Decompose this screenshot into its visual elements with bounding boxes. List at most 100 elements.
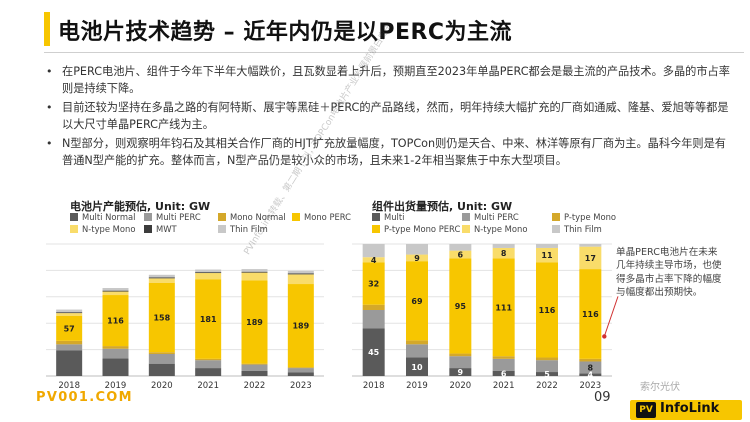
- data-label: 10: [411, 363, 423, 372]
- x-tick-label: 2018: [58, 381, 80, 391]
- x-tick-label: 2018: [363, 381, 385, 391]
- footer-url: PV001.COM: [36, 390, 133, 405]
- x-tick-label: 2022: [536, 381, 558, 391]
- title-divider: [44, 52, 744, 53]
- bar-segment: [449, 353, 472, 357]
- legend-label: N-type Mono: [82, 224, 136, 234]
- bar-segment: [579, 361, 602, 374]
- bar-segment: [102, 348, 129, 359]
- bar-segment: [102, 346, 129, 349]
- bar-segment: [492, 258, 515, 357]
- data-label: 116: [539, 306, 556, 315]
- data-label: 158: [153, 313, 170, 322]
- bar-segment: [362, 328, 385, 376]
- bar-segment: [56, 313, 83, 316]
- chart-left-capacity: 2018 57 2019 116 2020 158 2021 181 2022 189 2023 18…: [46, 243, 324, 391]
- bar-segment: [195, 358, 222, 361]
- bar-segment: [579, 373, 602, 376]
- bar-segment: [579, 358, 602, 362]
- bar-segment: [449, 250, 472, 259]
- bar-segment: [536, 357, 558, 361]
- data-label: 116: [582, 310, 599, 319]
- legend-item: Multi: [372, 212, 404, 222]
- bar-segment: [579, 269, 602, 359]
- page-number: 09: [594, 390, 611, 405]
- title-accent-bar: [44, 12, 50, 46]
- data-label: 111: [495, 303, 512, 312]
- title-bar: 电池片技术趋势 – 近年内仍是以PERC为主流: [0, 0, 750, 58]
- data-label: 32: [368, 280, 379, 289]
- x-tick-label: 2020: [151, 381, 173, 391]
- data-label: 45: [368, 348, 380, 357]
- bar-segment: [241, 272, 268, 281]
- bar-segment: [102, 288, 129, 291]
- legend-swatch: [144, 213, 152, 221]
- x-tick-label: 2019: [105, 381, 127, 391]
- legend-swatch: [218, 225, 226, 233]
- bar-segment: [536, 247, 558, 263]
- legend-item: Mono Normal: [218, 212, 286, 222]
- legend-item: Multi PERC: [462, 212, 519, 222]
- data-label: 17: [585, 254, 596, 263]
- legend-swatch: [372, 213, 380, 221]
- data-label: 4: [588, 371, 594, 380]
- page-title: 电池片技术趋势 – 近年内仍是以PERC为主流: [58, 20, 513, 45]
- data-label: 57: [64, 324, 75, 333]
- bar-segment: [492, 356, 515, 359]
- bar-segment: [148, 352, 175, 354]
- bullet-dot-icon: •: [46, 101, 53, 114]
- bar-segment: [56, 309, 83, 313]
- bar-segment: [406, 244, 428, 255]
- bar-segment: [56, 315, 83, 341]
- bar-segment: [406, 340, 428, 345]
- bar-segment: [492, 247, 515, 259]
- chart-left-title: 电池片产能预估, Unit: GW: [70, 200, 211, 213]
- legend-swatch: [218, 213, 226, 221]
- legend-label: Thin Film: [564, 224, 602, 234]
- bar-segment: [102, 290, 129, 292]
- data-label: 6: [501, 369, 507, 378]
- wechat-label: 索尔光伏: [640, 382, 680, 393]
- bar-segment: [241, 280, 268, 364]
- bullet-text: 目前还较为坚持在多晶之路的有阿特斯、展宇等黑硅＋PERC的产品路线，然而，明年持…: [62, 101, 729, 131]
- bar-segment: [362, 244, 385, 258]
- bar-segment: [195, 269, 222, 273]
- logo-text: InfoLink: [660, 401, 720, 416]
- bullet-text: 在PERC电池片、组件于今年下半年大幅跌价，且瓦数显着上升后，预期直至2023年…: [62, 65, 730, 95]
- bar-segment: [148, 354, 175, 364]
- legend-label: Mono Normal: [230, 212, 286, 222]
- bar-segment: [579, 246, 602, 270]
- bar-segment: [56, 340, 83, 345]
- legend-swatch: [552, 213, 560, 221]
- bullet-item: • 目前还较为坚持在多晶之路的有阿特斯、展宇等黑硅＋PERC的产品路线，然而，明…: [40, 100, 730, 133]
- legend-item: P-type Mono PERC: [372, 224, 460, 234]
- bullet-item: • N型部分，则观察明年钧石及其相关合作厂商的HJT扩充放量幅度，TOPCon则…: [40, 136, 730, 169]
- data-label: 5: [544, 370, 550, 379]
- bar-segment: [492, 244, 515, 248]
- bar-segment: [195, 272, 222, 274]
- bar-segment: [362, 262, 385, 305]
- bar-segment: [449, 356, 472, 369]
- bar-segment: [56, 312, 83, 314]
- bar-segment: [241, 271, 268, 273]
- bar-segment: [449, 258, 472, 354]
- chart-right-shipment: 2018 45 32 4 2019 10 69 9 2020 9 95 6 2021 6 111 8 2022 5…: [352, 243, 619, 391]
- legend-label: P-type Mono: [564, 212, 617, 222]
- legend-label: Multi Normal: [82, 212, 136, 222]
- bar-segment: [287, 273, 314, 275]
- bar-segment: [102, 291, 129, 296]
- data-label: 9: [458, 368, 464, 377]
- bullet-list: • 在PERC电池片、组件于今年下半年大幅跌价，且瓦数显着上升后，预期直至202…: [40, 64, 730, 172]
- bullet-dot-icon: •: [46, 65, 53, 78]
- bar-segment: [536, 360, 558, 373]
- legend-label: Thin Film: [230, 224, 268, 234]
- x-tick-label: 2023: [580, 381, 602, 391]
- bar-segment: [148, 274, 175, 278]
- bar-segment: [148, 277, 175, 279]
- legend-item: N-type Mono: [462, 224, 527, 234]
- side-note: 单晶PERC电池片在未来几年持续主导市场，也使得多晶市占率下降的幅度与幅度都出预…: [616, 247, 722, 299]
- legend-label: Multi PERC: [474, 212, 519, 222]
- bar-segment: [362, 310, 385, 329]
- logo-background: [630, 400, 742, 420]
- bar-segment: [148, 282, 175, 353]
